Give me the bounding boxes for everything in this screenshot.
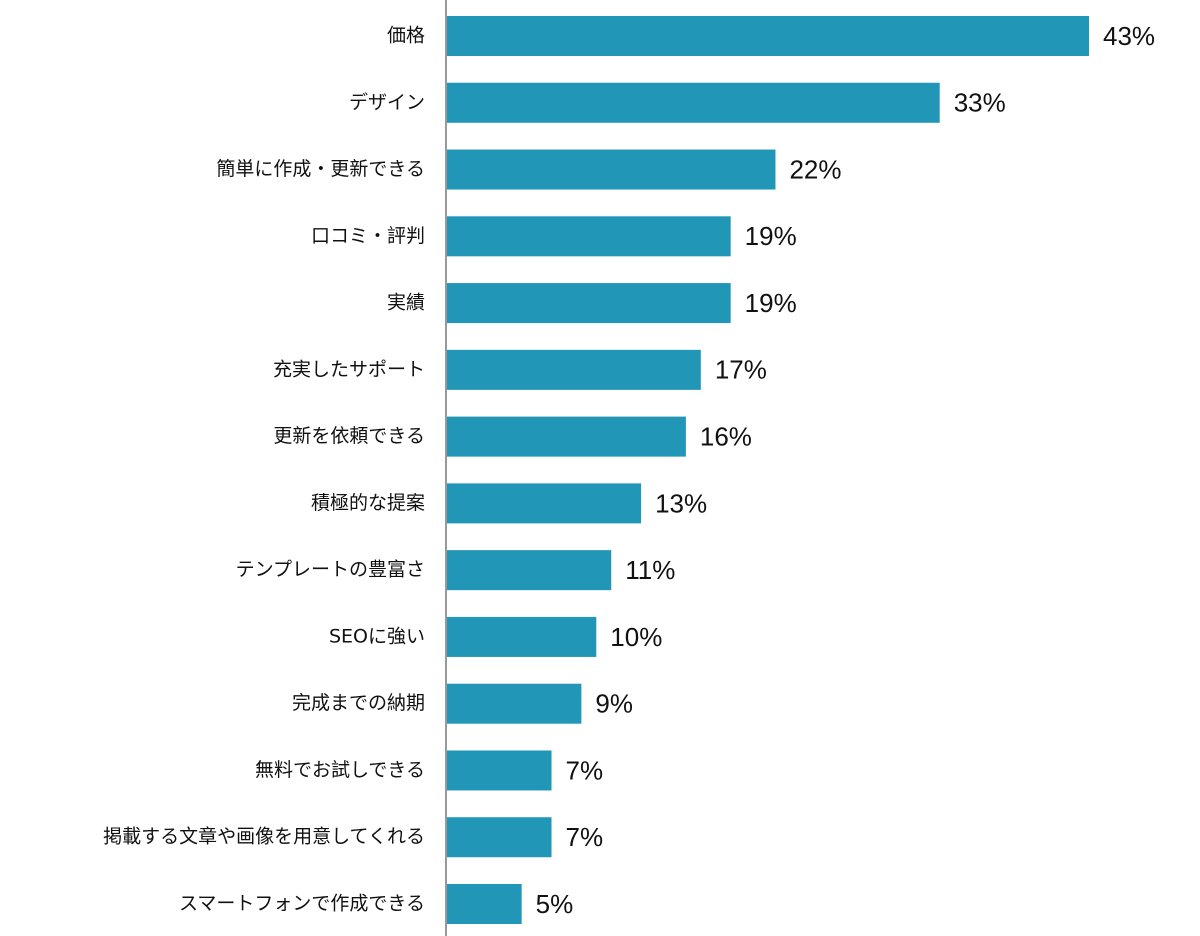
value-label: 10% [610,622,662,652]
bar [447,483,642,524]
category-label: 充実したサポート [273,358,425,380]
bar [447,82,940,123]
value-label: 16% [700,421,752,451]
value-label: 7% [566,822,604,852]
category-label: 実績 [387,292,425,314]
bar [447,416,686,457]
bar [447,817,552,858]
category-label: 口コミ・評判 [311,225,425,247]
bar [447,550,612,591]
value-label: 9% [595,689,633,719]
value-label: 5% [536,889,574,919]
bar [447,149,776,190]
value-label: 22% [789,154,841,184]
bar [447,283,731,324]
value-label: 33% [954,88,1006,118]
category-label: 積極的な提案 [311,492,425,514]
value-label: 7% [566,755,604,785]
bar [447,884,522,925]
value-label: 43% [1103,21,1155,51]
category-label: 完成までの納期 [292,692,425,714]
bar [447,750,552,791]
category-label: SEOに強い [329,625,425,647]
bar [447,616,597,657]
category-label: スマートフォンで作成できる [179,893,425,915]
category-label: 価格 [387,25,425,47]
category-label: 更新を依頼できる [273,425,425,447]
category-label: デザイン [349,91,425,113]
category-label: 掲載する文章や画像を用意してくれる [103,826,425,848]
category-label: 無料でお試しできる [255,759,425,781]
value-label: 19% [745,288,797,318]
bar [447,216,731,257]
bar [447,16,1089,56]
value-label: 19% [745,221,797,251]
value-label: 17% [715,355,767,385]
bar [447,349,701,390]
bar [447,683,582,724]
category-label: 簡単に作成・更新できる [216,158,425,180]
value-label: 11% [625,555,675,585]
category-label: テンプレートの豊富さ [236,559,425,581]
value-label: 13% [655,488,707,518]
